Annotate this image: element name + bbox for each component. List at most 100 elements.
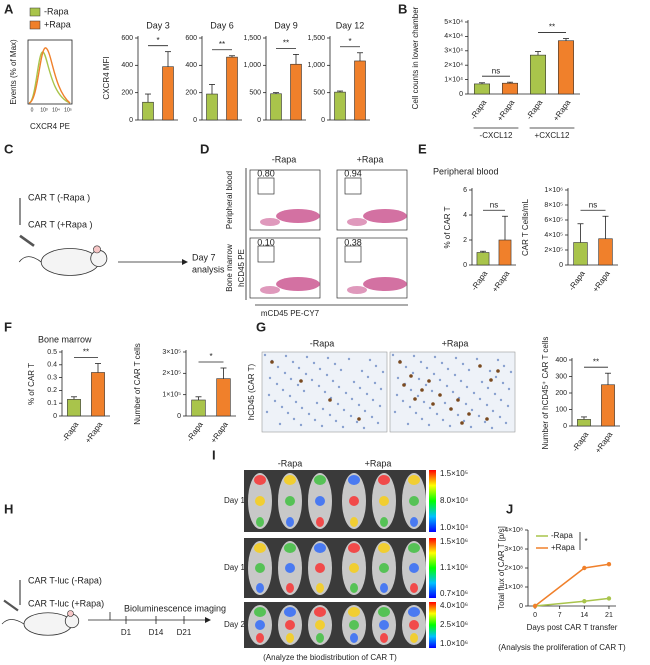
stain xyxy=(344,391,348,395)
bar xyxy=(577,419,591,427)
significance: ** xyxy=(283,39,289,48)
stain xyxy=(296,383,300,387)
stain xyxy=(267,393,271,397)
y-tick-label: 1×10⁵ xyxy=(162,392,181,399)
flow-population xyxy=(276,209,320,223)
stain xyxy=(391,353,395,357)
y-tick-label: 0 xyxy=(519,603,523,610)
stain xyxy=(460,421,464,425)
stain xyxy=(357,403,361,407)
signal xyxy=(380,633,388,643)
mouse-tail xyxy=(18,256,42,263)
point xyxy=(582,599,587,604)
stain xyxy=(381,370,385,374)
bar xyxy=(91,372,105,417)
bar xyxy=(601,384,615,427)
y-axis-label: CAR T Cells/mL xyxy=(521,198,530,256)
legend-label: -Rapa xyxy=(44,6,69,16)
x-tick-label: -Rapa xyxy=(524,98,544,121)
y-tick-label: 3×10⁸ xyxy=(504,546,523,553)
y-tick-label: 0.2 xyxy=(47,387,57,394)
x-tick-label: 0 xyxy=(31,107,34,113)
stain xyxy=(297,366,301,370)
mouse-tail xyxy=(1,619,25,625)
stain xyxy=(449,407,453,411)
panel-letter: G xyxy=(256,319,266,334)
bar xyxy=(226,56,238,121)
panel-letter: C xyxy=(4,141,14,156)
signal xyxy=(315,620,325,630)
y-tick-label: 0 xyxy=(463,262,467,269)
y-tick-label: 600 xyxy=(121,35,133,42)
y-tick-label: 4×10⁵ xyxy=(544,232,563,239)
stain xyxy=(302,389,306,393)
point xyxy=(532,603,538,609)
significance: ns xyxy=(589,200,597,209)
y-tick-label: 0 xyxy=(321,117,325,124)
signal xyxy=(378,475,390,485)
chart-title: Day 9 xyxy=(274,20,298,30)
panel-letter: E xyxy=(418,141,427,156)
signal xyxy=(255,563,265,573)
legend-label: -Rapa xyxy=(551,531,573,540)
signal xyxy=(285,620,295,630)
stain xyxy=(496,358,500,362)
stain xyxy=(321,407,325,411)
stain xyxy=(420,417,424,421)
flow-population xyxy=(260,218,280,226)
stain xyxy=(485,403,489,407)
flow-population xyxy=(363,209,407,223)
signal xyxy=(314,475,326,485)
panel-letter: J xyxy=(506,501,513,516)
signal xyxy=(255,496,265,506)
label: Peripheral blood xyxy=(433,166,499,176)
significance: ** xyxy=(549,23,555,32)
stain xyxy=(402,383,406,387)
stain xyxy=(414,411,418,415)
stain xyxy=(292,417,296,421)
label: (Analysis the proliferation of CAR T) xyxy=(498,643,626,652)
stain xyxy=(401,399,405,403)
significance: ns xyxy=(490,200,498,209)
stain xyxy=(404,365,408,369)
bar xyxy=(598,238,613,266)
y-tick-label: 1,500 xyxy=(307,35,325,42)
stain xyxy=(440,361,444,365)
y-tick-label: 2×10⁵ xyxy=(162,370,181,377)
scale-label: 1.1×10⁶ xyxy=(440,563,468,572)
stain xyxy=(502,364,506,368)
label: -Rapa xyxy=(310,338,335,348)
signal xyxy=(348,543,360,553)
point xyxy=(606,562,612,567)
stain xyxy=(469,425,473,429)
stain xyxy=(337,385,341,389)
label: Day 14 xyxy=(224,563,250,572)
y-tick-label: 0.3 xyxy=(47,374,57,381)
bar xyxy=(529,54,546,95)
stain xyxy=(428,406,432,410)
legend-label: +Rapa xyxy=(44,19,71,29)
label: CAR T (+Rapa ) xyxy=(28,219,92,229)
stain xyxy=(446,367,450,371)
y-tick-label: 2×10⁸ xyxy=(504,565,523,572)
x-tick-label: 10³ xyxy=(40,107,48,113)
stain xyxy=(509,370,513,374)
panel-letter: D xyxy=(200,141,209,156)
y-tick-label: 0 xyxy=(53,413,57,420)
signal xyxy=(350,633,358,643)
stain xyxy=(427,379,431,383)
signal xyxy=(379,496,389,506)
stain xyxy=(451,390,455,394)
y-tick-label: 1,500 xyxy=(243,35,261,42)
stain xyxy=(493,392,497,396)
stain xyxy=(433,355,437,359)
stain xyxy=(398,360,402,364)
stain xyxy=(334,419,338,423)
bar xyxy=(142,101,154,121)
signal xyxy=(410,583,418,593)
stain xyxy=(498,415,502,419)
signal xyxy=(256,633,264,643)
significance: ** xyxy=(219,40,225,49)
panel-letter: B xyxy=(398,1,407,16)
stain xyxy=(352,380,356,384)
